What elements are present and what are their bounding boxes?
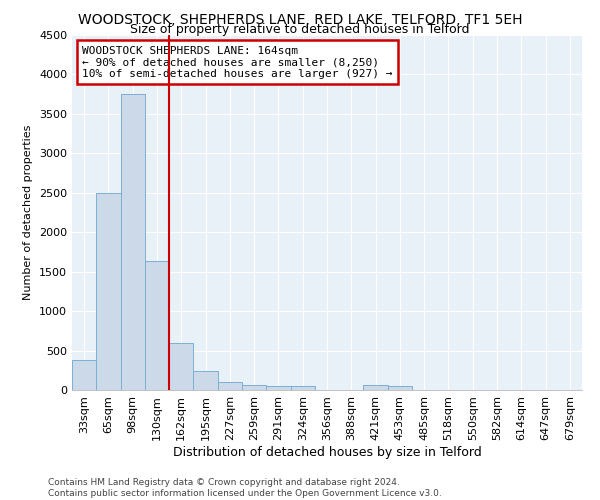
Text: WOODSTOCK, SHEPHERDS LANE, RED LAKE, TELFORD, TF1 5EH: WOODSTOCK, SHEPHERDS LANE, RED LAKE, TEL… [78, 12, 522, 26]
Bar [121, 94, 145, 390]
Bar [364, 386, 388, 390]
Bar [169, 342, 193, 390]
Bar [96, 193, 121, 390]
Bar [242, 386, 266, 390]
Bar [145, 260, 169, 390]
Bar [388, 386, 412, 390]
Text: Contains HM Land Registry data © Crown copyright and database right 2024.
Contai: Contains HM Land Registry data © Crown c… [48, 478, 442, 498]
Bar [218, 382, 242, 390]
Bar [290, 386, 315, 390]
Y-axis label: Number of detached properties: Number of detached properties [23, 125, 34, 300]
Bar [266, 386, 290, 390]
Bar [193, 371, 218, 390]
X-axis label: Distribution of detached houses by size in Telford: Distribution of detached houses by size … [173, 446, 481, 458]
Text: WOODSTOCK SHEPHERDS LANE: 164sqm
← 90% of detached houses are smaller (8,250)
10: WOODSTOCK SHEPHERDS LANE: 164sqm ← 90% o… [82, 46, 392, 79]
Bar [72, 360, 96, 390]
Text: Size of property relative to detached houses in Telford: Size of property relative to detached ho… [130, 22, 470, 36]
